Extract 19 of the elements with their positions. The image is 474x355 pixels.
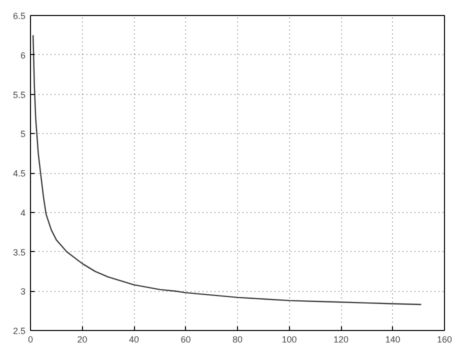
x-tick-label: 40 — [128, 334, 140, 344]
x-tick-label: 140 — [385, 334, 400, 344]
y-tick-label: 6 — [20, 50, 26, 60]
x-tick-label: 60 — [180, 334, 191, 344]
y-tick-label: 5.5 — [12, 90, 26, 100]
x-tick-label: 20 — [77, 334, 88, 344]
x-tick-label: 0 — [28, 334, 34, 344]
y-tick-label: 4.5 — [12, 168, 26, 178]
y-tick-label: 3.5 — [12, 247, 26, 258]
y-tick-label: 3 — [20, 286, 26, 297]
x-tick-label: 100 — [282, 334, 297, 344]
x-tick-label: 120 — [333, 334, 349, 344]
y-tick-label: 6.5 — [12, 11, 26, 21]
y-tick-label: 2.5 — [12, 326, 26, 336]
x-tick-label: 80 — [232, 334, 243, 344]
line-series — [32, 34, 422, 306]
y-tick-label: 4 — [20, 208, 26, 218]
x-tick-label: 160 — [436, 334, 452, 344]
y-tick-label: 5 — [20, 129, 26, 140]
